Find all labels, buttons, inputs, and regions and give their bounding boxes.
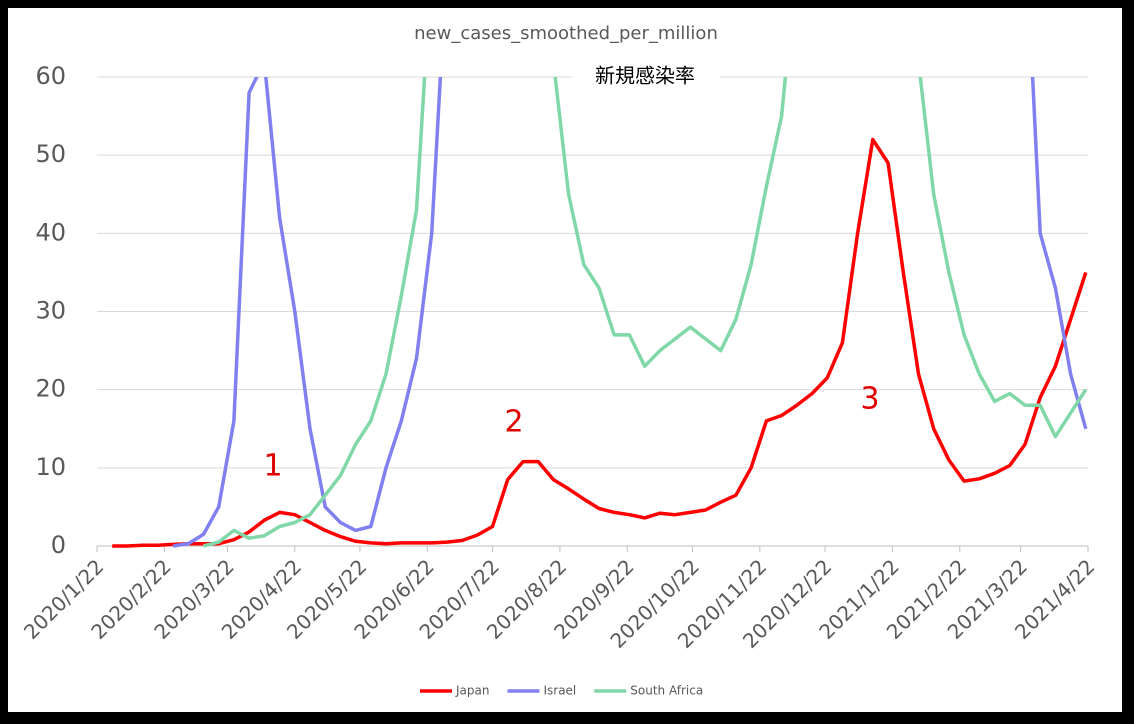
chart-title: new_cases_smoothed_per_million [414, 23, 718, 44]
series-line [172, 77, 1088, 548]
y-tick-label: 50 [35, 140, 66, 168]
subtitle: 新規感染率 [595, 64, 695, 88]
y-tick-label: 10 [35, 453, 66, 481]
chart-background [8, 8, 1122, 712]
series-line [112, 137, 1088, 548]
annotation: 2 [504, 405, 523, 440]
y-tick-label: 60 [35, 62, 66, 90]
series-line [203, 77, 1088, 548]
legend-label: South Africa [630, 684, 703, 698]
y-tick-label: 30 [35, 297, 66, 325]
subtitle-background [572, 62, 720, 92]
legend-label: Japan [455, 684, 489, 698]
y-tick-label: 0 [51, 531, 66, 559]
y-tick-label: 40 [35, 218, 66, 246]
y-tick-label: 20 [35, 375, 66, 403]
annotation: 3 [860, 382, 879, 417]
annotation: 1 [263, 449, 282, 484]
legend-label: Israel [543, 684, 576, 698]
